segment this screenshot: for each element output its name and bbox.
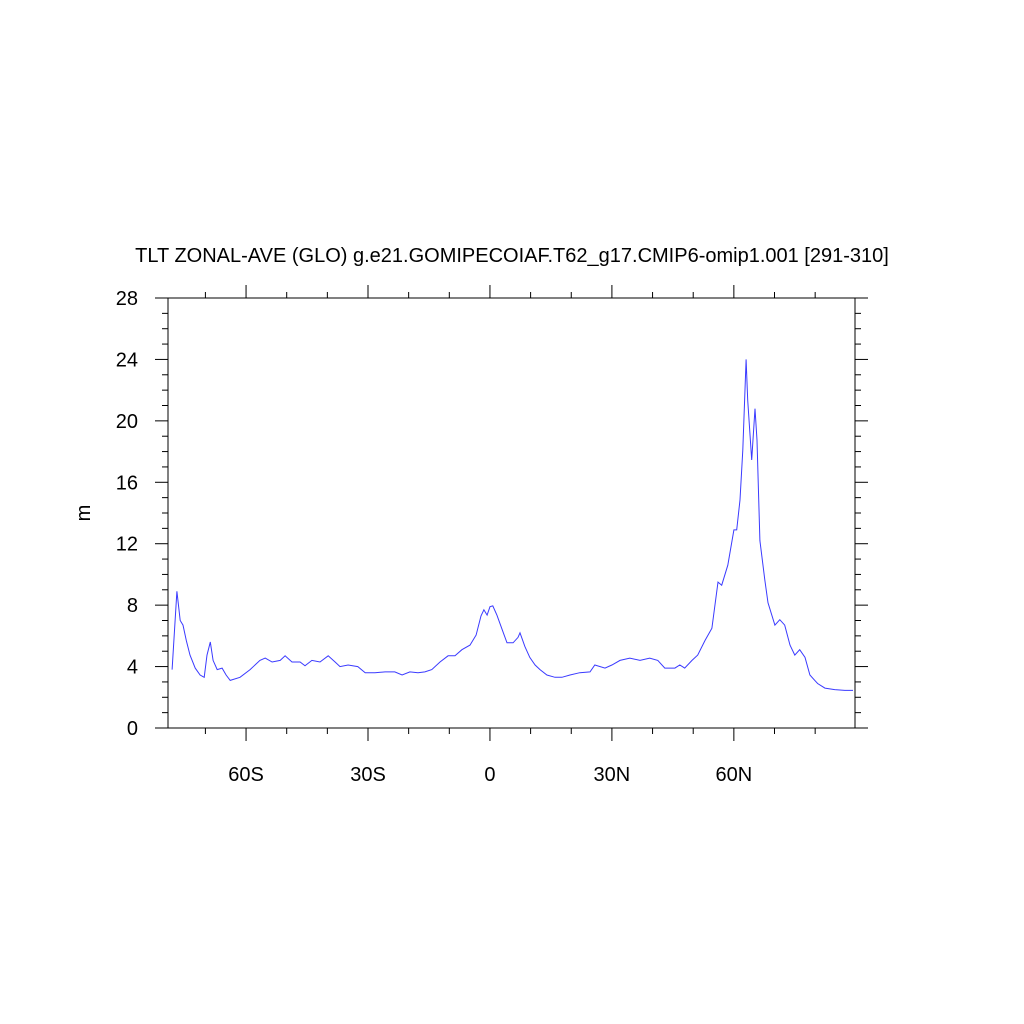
chart-title: TLT ZONAL-AVE (GLO) g.e21.GOMIPECOIAF.T6… (135, 245, 889, 267)
y-axis-label: m (73, 505, 95, 522)
x-tick-label: 60S (228, 764, 264, 786)
y-tick-label: 28 (116, 288, 138, 310)
y-tick-label: 20 (116, 411, 138, 433)
x-tick-label: 0 (484, 764, 495, 786)
y-tick-label: 0 (127, 718, 138, 740)
x-tick-label: 30N (594, 764, 631, 786)
y-tick-label: 12 (116, 534, 138, 556)
y-tick-label: 24 (116, 349, 138, 371)
data-line (171, 359, 853, 691)
plot-frame (167, 297, 856, 729)
x-tick-label: 30S (350, 764, 386, 786)
x-tick-label: 60N (716, 764, 753, 786)
y-tick-label: 4 (127, 657, 138, 679)
y-tick-label: 16 (116, 472, 138, 494)
y-tick-label: 8 (127, 595, 138, 617)
